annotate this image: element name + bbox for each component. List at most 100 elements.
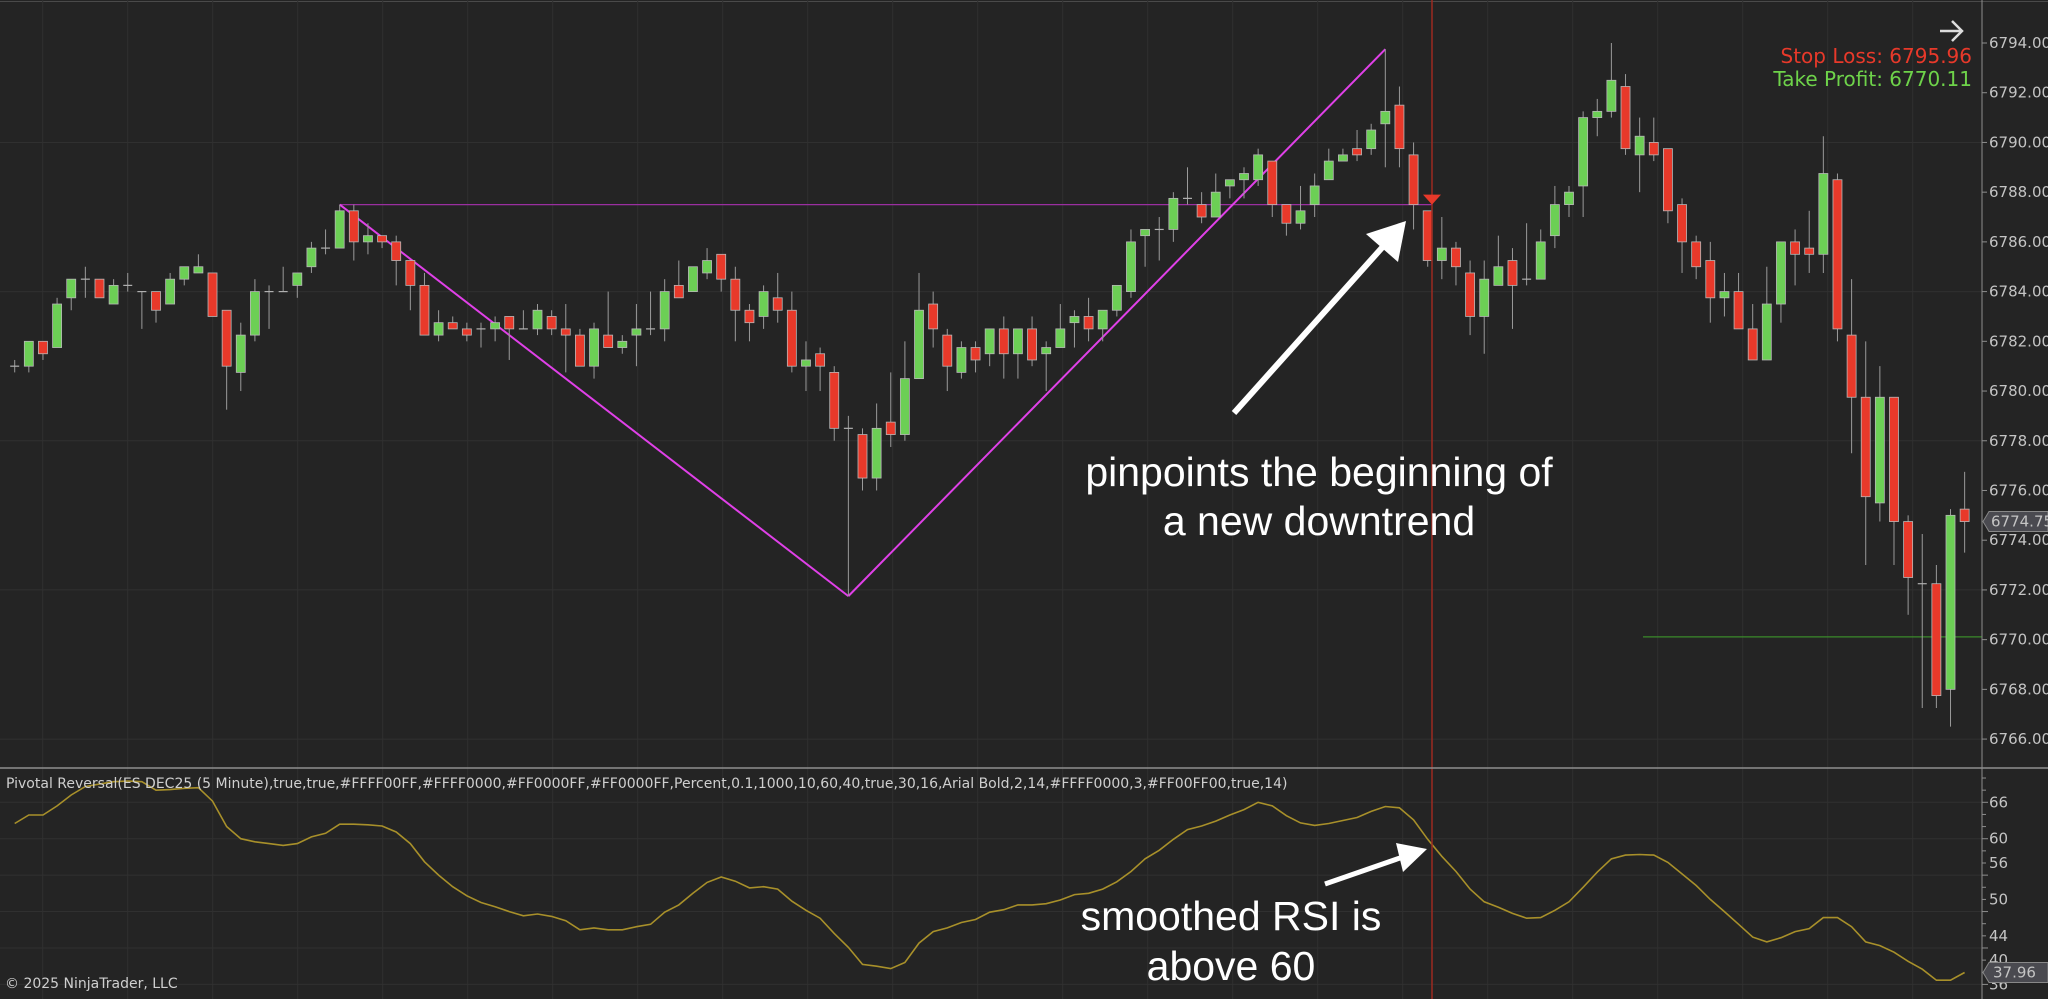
candle[interactable] — [447, 316, 458, 330]
candle[interactable] — [80, 266, 90, 298]
candle[interactable] — [801, 341, 811, 392]
candle[interactable] — [1126, 229, 1136, 298]
candle[interactable] — [857, 428, 868, 491]
candle[interactable] — [1846, 279, 1857, 454]
candle[interactable] — [1394, 86, 1405, 168]
candle[interactable] — [1210, 173, 1221, 218]
candle[interactable] — [546, 310, 557, 336]
candle[interactable] — [278, 266, 288, 293]
price-axis[interactable]: 6766.00 6768.00 6770.00 6772.00 6774.00 6776.… — [1982, 34, 2048, 748]
candle[interactable] — [405, 260, 416, 311]
candle[interactable] — [490, 316, 501, 342]
candle[interactable] — [1578, 111, 1589, 218]
candle[interactable] — [730, 266, 741, 342]
arrow-right-icon[interactable] — [1940, 20, 1964, 42]
candle[interactable] — [108, 279, 119, 305]
candle[interactable] — [603, 291, 614, 348]
candle[interactable] — [970, 341, 981, 373]
candle[interactable] — [292, 272, 303, 298]
candle[interactable] — [363, 223, 373, 255]
candle[interactable] — [843, 415, 853, 597]
candle[interactable] — [151, 291, 161, 323]
candle[interactable] — [1479, 260, 1490, 354]
candle[interactable] — [885, 372, 896, 447]
candle[interactable] — [179, 266, 190, 286]
candle[interactable] — [52, 297, 62, 348]
candle[interactable] — [673, 260, 684, 299]
candle[interactable] — [1549, 185, 1560, 249]
candle[interactable] — [1069, 310, 1080, 348]
candle[interactable] — [560, 304, 571, 373]
candle[interactable] — [1408, 142, 1419, 230]
candle[interactable] — [1790, 229, 1800, 286]
candle[interactable] — [1338, 148, 1348, 162]
candle[interactable] — [631, 304, 642, 367]
candle[interactable] — [1903, 515, 1914, 615]
candle[interactable] — [348, 204, 359, 261]
candle[interactable] — [66, 278, 77, 311]
candle[interactable] — [38, 340, 48, 360]
candle[interactable] — [1465, 260, 1475, 336]
candle[interactable] — [1804, 210, 1815, 273]
candle[interactable] — [1592, 98, 1603, 137]
candle[interactable] — [815, 347, 826, 392]
candle[interactable] — [1818, 136, 1829, 273]
candle[interactable] — [1041, 341, 1052, 392]
candle[interactable] — [1761, 266, 1772, 361]
candle[interactable] — [321, 229, 331, 255]
candle[interactable] — [702, 248, 712, 280]
candle[interactable] — [264, 285, 274, 329]
indicator-label[interactable]: Pivotal Reversal(ES DEC25 (5 Minute),tru… — [6, 776, 1287, 792]
candle[interactable] — [221, 309, 232, 410]
candle[interactable] — [1097, 309, 1108, 342]
candle[interactable] — [10, 359, 20, 373]
candle[interactable] — [758, 285, 769, 329]
candle[interactable] — [1663, 148, 1673, 224]
candle[interactable] — [1874, 366, 1885, 522]
candle[interactable] — [165, 272, 176, 305]
candle[interactable] — [1507, 248, 1518, 329]
candle[interactable] — [1945, 509, 1956, 727]
candle[interactable] — [871, 403, 882, 491]
candle[interactable] — [94, 278, 105, 299]
candle[interactable] — [575, 328, 585, 367]
candle[interactable] — [250, 279, 260, 342]
candle[interactable] — [716, 253, 727, 292]
candle[interactable] — [1380, 49, 1391, 168]
candle[interactable] — [1196, 192, 1207, 224]
candle[interactable] — [1055, 304, 1066, 348]
candle[interactable] — [433, 310, 444, 342]
candle[interactable] — [1959, 471, 1970, 553]
candle[interactable] — [1889, 396, 1899, 566]
candle[interactable] — [914, 272, 924, 380]
candle[interactable] — [391, 235, 402, 286]
candle[interactable] — [984, 328, 995, 367]
candle[interactable] — [504, 316, 515, 360]
candle[interactable] — [1493, 235, 1504, 286]
candle[interactable] — [123, 272, 133, 292]
candle[interactable] — [1691, 235, 1702, 280]
candle[interactable] — [1776, 241, 1786, 323]
candle[interactable] — [998, 316, 1009, 379]
candle[interactable] — [476, 322, 486, 348]
candle[interactable] — [1267, 160, 1278, 218]
candle[interactable] — [23, 340, 34, 373]
candle[interactable] — [1931, 565, 1942, 709]
candle[interactable] — [1013, 328, 1023, 379]
candle[interactable] — [1323, 148, 1334, 181]
candle[interactable] — [1224, 179, 1235, 199]
candle[interactable] — [1733, 272, 1744, 330]
candle[interactable] — [137, 291, 147, 329]
candle[interactable] — [899, 341, 910, 441]
candle[interactable] — [1451, 241, 1461, 286]
candle[interactable] — [518, 310, 528, 330]
candle[interactable] — [207, 272, 218, 317]
candle[interactable] — [1677, 198, 1687, 273]
candle[interactable] — [1352, 130, 1362, 162]
candle[interactable] — [1606, 43, 1617, 118]
candle[interactable] — [1027, 316, 1037, 367]
candle[interactable] — [1295, 185, 1306, 230]
candle[interactable] — [1564, 185, 1574, 218]
candle[interactable] — [1281, 204, 1292, 236]
